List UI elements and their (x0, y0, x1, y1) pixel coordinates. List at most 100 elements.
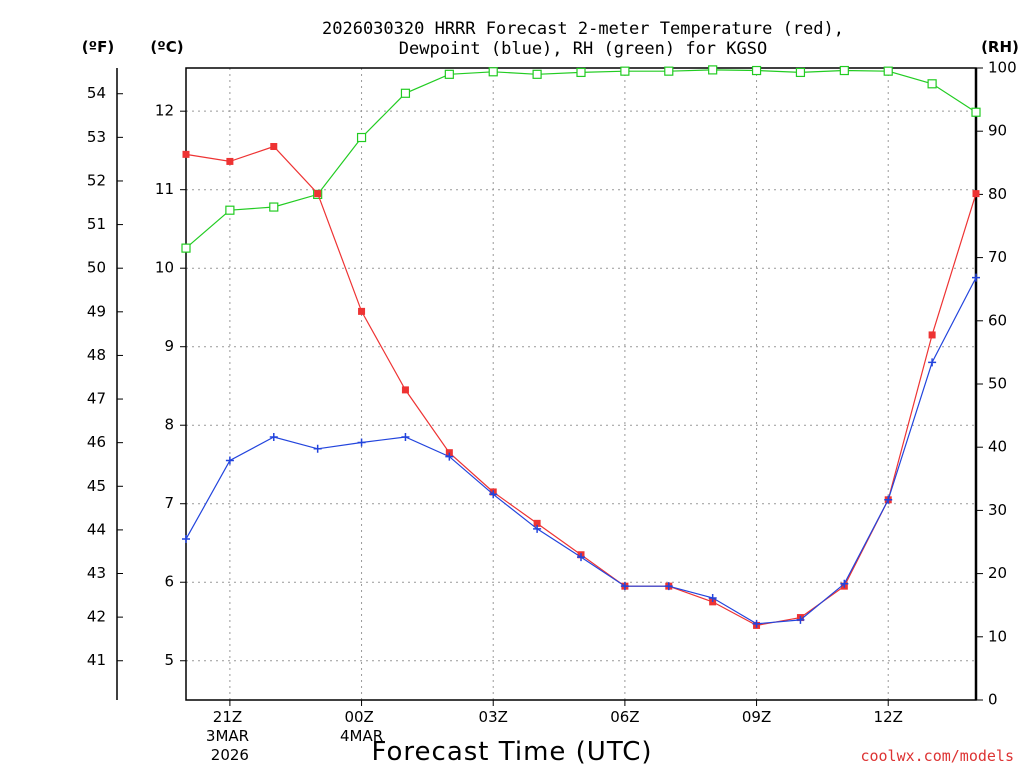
rh-tick-label: 70 (988, 248, 1007, 266)
celsius-tick-label: 9 (164, 337, 174, 355)
time-tick-label: 00Z 4MAR (340, 708, 383, 745)
dewpoint-series (182, 273, 980, 628)
temperature-point (928, 331, 936, 339)
credit-text: coolwx.com/models (860, 747, 1014, 765)
dewpoint-point (796, 615, 805, 624)
celsius-unit-label: (ºC) (150, 38, 183, 56)
rh-point (751, 65, 762, 76)
temperature-point (358, 307, 366, 315)
dewpoint-point (664, 582, 673, 591)
fahrenheit-tick-label: 52 (87, 171, 106, 189)
rh-point (225, 205, 235, 215)
fahrenheit-tick-label: 46 (87, 433, 106, 451)
x-axis-title: Forecast Time (UTC) (371, 737, 652, 767)
rh-point (576, 67, 586, 78)
celsius-tick-label: 11 (155, 180, 174, 198)
celsius-tick-label: 8 (164, 416, 174, 434)
rh-unit-label: (RH) (981, 38, 1019, 56)
rh-point (795, 67, 806, 78)
temperature-point (270, 143, 278, 151)
rh-point (883, 66, 893, 76)
rh-point (488, 67, 498, 77)
celsius-tick-label: 6 (164, 573, 174, 591)
dewpoint-point (489, 490, 498, 499)
fahrenheit-tick-label: 42 (87, 608, 106, 626)
dewpoint-point (313, 444, 322, 453)
fahrenheit-tick-label: 47 (87, 390, 106, 408)
time-tick-label: 21Z 3MAR 2026 (206, 708, 254, 764)
time-tick-line: 06Z (610, 708, 639, 726)
rh-tick-label: 90 (988, 122, 1007, 140)
rh-point (971, 107, 981, 117)
rh-point (927, 79, 937, 89)
celsius-axis: 5 6 7 8 9 10 11 12 (155, 102, 174, 670)
time-tick-line: 12Z (874, 708, 903, 726)
chart-title-line2: Dewpoint (blue), RH (green) for KGSO (399, 39, 767, 59)
rh-point (269, 202, 279, 212)
dewpoint-point (884, 495, 893, 504)
rh-tick-label: 40 (988, 438, 1007, 456)
time-axis: 21Z 3MAR 2026 00Z 4MAR 03Z 06Z 09Z 12Z (206, 708, 903, 764)
rh-line (185, 69, 977, 249)
fahrenheit-tick-label: 49 (87, 302, 106, 320)
time-tick-label: 12Z (874, 708, 903, 726)
celsius-tick-label: 7 (164, 494, 174, 512)
rh-point (839, 65, 849, 76)
dewpoint-point (577, 553, 585, 562)
time-tick-line: 00Z (344, 708, 373, 726)
time-tick-label: 06Z (610, 708, 639, 726)
fahrenheit-tick-label: 41 (87, 651, 106, 669)
dewpoint-point (708, 593, 717, 602)
dewpoint-point (752, 619, 761, 628)
dewpoint-point (182, 535, 190, 544)
fahrenheit-tick-label: 50 (87, 259, 106, 277)
dewpoint-point (445, 452, 454, 461)
dewpoint-point (225, 456, 234, 465)
time-tick-line: 3MAR (206, 727, 249, 745)
rh-tick-label: 100 (988, 59, 1017, 77)
rh-tick-label: 0 (988, 691, 998, 709)
fahrenheit-tick-label: 51 (87, 215, 106, 233)
rh-point (620, 66, 630, 76)
dewpoint-point (533, 524, 542, 533)
rh-point (181, 243, 191, 253)
fahrenheit-tick-label: 53 (87, 128, 106, 146)
rh-tick-label: 80 (988, 185, 1007, 203)
dewpoint-line (185, 277, 977, 625)
temperature-point (314, 190, 322, 198)
dewpoint-point (972, 273, 980, 282)
fahrenheit-tick-label: 48 (87, 346, 106, 364)
temperature-point (972, 190, 980, 198)
rh-axis: 0 10 20 30 40 50 60 70 80 90 100 (988, 59, 1017, 709)
rh-tick-label: 10 (988, 627, 1007, 645)
dewpoint-point (269, 432, 278, 441)
fahrenheit-tick-label: 43 (87, 564, 106, 582)
rh-point (664, 66, 674, 76)
time-tick-label: 03Z (479, 708, 508, 726)
rh-tick-label: 20 (988, 564, 1007, 582)
rh-point (708, 65, 718, 75)
dewpoint-point (928, 358, 937, 367)
celsius-tick-label: 12 (155, 102, 174, 120)
plot-frame (185, 67, 977, 701)
rh-point (444, 69, 454, 79)
rh-series (181, 65, 981, 253)
temperature-point (533, 519, 541, 527)
celsius-tick-label: 5 (164, 651, 174, 669)
fahrenheit-unit-label: (ºF) (82, 38, 114, 56)
fahrenheit-axis: 41 42 43 44 45 46 47 48 49 50 51 52 53 5… (87, 84, 106, 669)
dewpoint-point (357, 438, 366, 447)
rh-tick-label: 60 (988, 311, 1007, 329)
time-tick-line: 03Z (479, 708, 508, 726)
temperature-point (401, 386, 409, 394)
dewpoint-point (840, 579, 849, 588)
time-tick-label: 09Z (742, 708, 771, 726)
time-tick-line: 21Z (213, 708, 242, 726)
rh-tick-label: 30 (988, 501, 1007, 519)
rh-point (356, 132, 367, 143)
grid-lines (117, 67, 983, 706)
temperature-point (226, 157, 234, 165)
dewpoint-point (620, 582, 629, 591)
chart-title-line1: 2026030320 HRRR Forecast 2-meter Tempera… (322, 19, 844, 39)
